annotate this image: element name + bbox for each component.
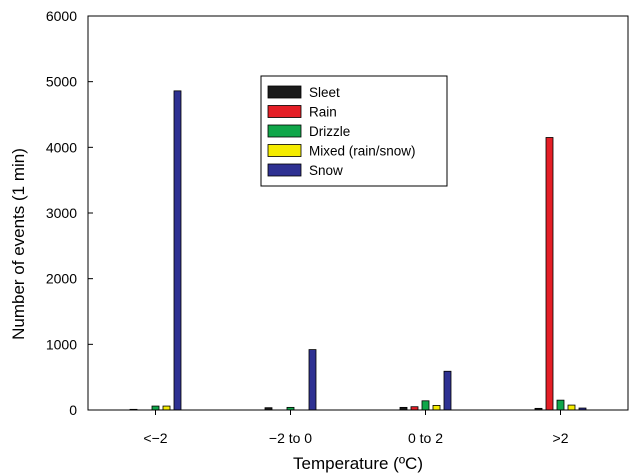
legend-label: Sleet <box>309 85 340 100</box>
bar-mixed-rain-snow-3 <box>567 404 576 411</box>
bar-drizzle-0 <box>151 405 160 411</box>
legend-swatch <box>267 163 302 177</box>
legend-swatch <box>267 85 302 99</box>
bar-mixed-rain-snow-0 <box>162 405 171 411</box>
legend-swatch <box>267 124 302 138</box>
x-axis-title: Temperature (ºC) <box>293 454 423 473</box>
y-axis-title: Number of events (1 min) <box>9 148 28 340</box>
legend-swatch <box>267 105 302 118</box>
legend-label: Rain <box>309 105 337 120</box>
bar-mixed-rain-snow-2 <box>432 405 441 411</box>
y-tick-label: 0 <box>69 402 77 418</box>
bar-drizzle-3 <box>556 399 565 411</box>
bar-drizzle-2 <box>421 400 430 411</box>
bar-snow-1 <box>308 349 317 411</box>
x-tick-label: >2 <box>553 430 569 446</box>
bar-snow-2 <box>443 370 452 411</box>
legend-label: Mixed (rain/snow) <box>309 144 416 159</box>
bar-rain-3 <box>545 137 554 411</box>
legend-swatch <box>267 144 302 157</box>
legend-label: Snow <box>309 163 343 178</box>
x-tick-label: −2 to 0 <box>269 430 312 446</box>
axes: 0 1000 2000 3000 4000 5000 6000 <−2 −2 to 0 0 to … <box>46 8 629 446</box>
legend: Sleet Rain Drizzle Mixed (rain/snow) Snow <box>260 75 448 187</box>
y-tick-label: 5000 <box>46 74 77 90</box>
y-tick-label: 6000 <box>46 8 77 24</box>
y-tick-label: 1000 <box>46 336 77 352</box>
bar-snow-0 <box>173 90 182 411</box>
y-tick-label: 2000 <box>46 271 77 287</box>
legend-label: Drizzle <box>309 124 350 139</box>
y-tick-label: 4000 <box>46 139 77 155</box>
y-tick-label: 3000 <box>46 205 77 221</box>
x-tick-label: 0 to 2 <box>408 430 443 446</box>
x-tick-label: <−2 <box>143 430 167 446</box>
